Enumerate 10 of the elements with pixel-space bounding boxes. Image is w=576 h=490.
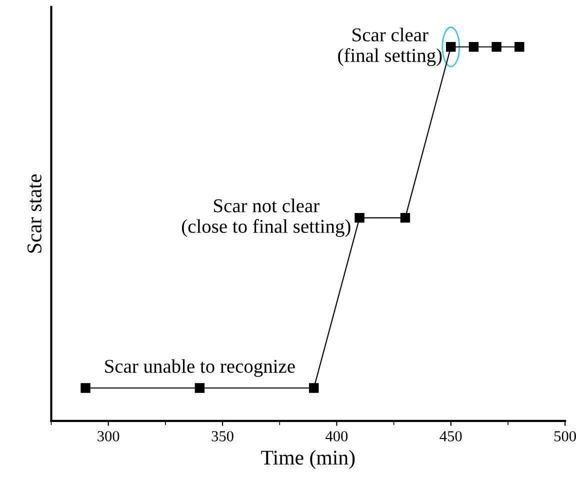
annotation: Scar clear (final setting) [338, 28, 442, 66]
x-tick-label: 400 [326, 431, 348, 442]
x-tick-label: 450 [440, 431, 462, 442]
x-axis-title: Time (min) [261, 450, 355, 469]
annotation: Scar unable to recognize [105, 359, 295, 377]
x-tick-label: 300 [98, 431, 120, 442]
annotation: Scar not clear (close to final setting) [182, 198, 350, 237]
x-tick-label: 500 [554, 431, 576, 442]
y-axis-title: Scar state [27, 174, 42, 253]
x-tick-label: 350 [212, 431, 234, 442]
